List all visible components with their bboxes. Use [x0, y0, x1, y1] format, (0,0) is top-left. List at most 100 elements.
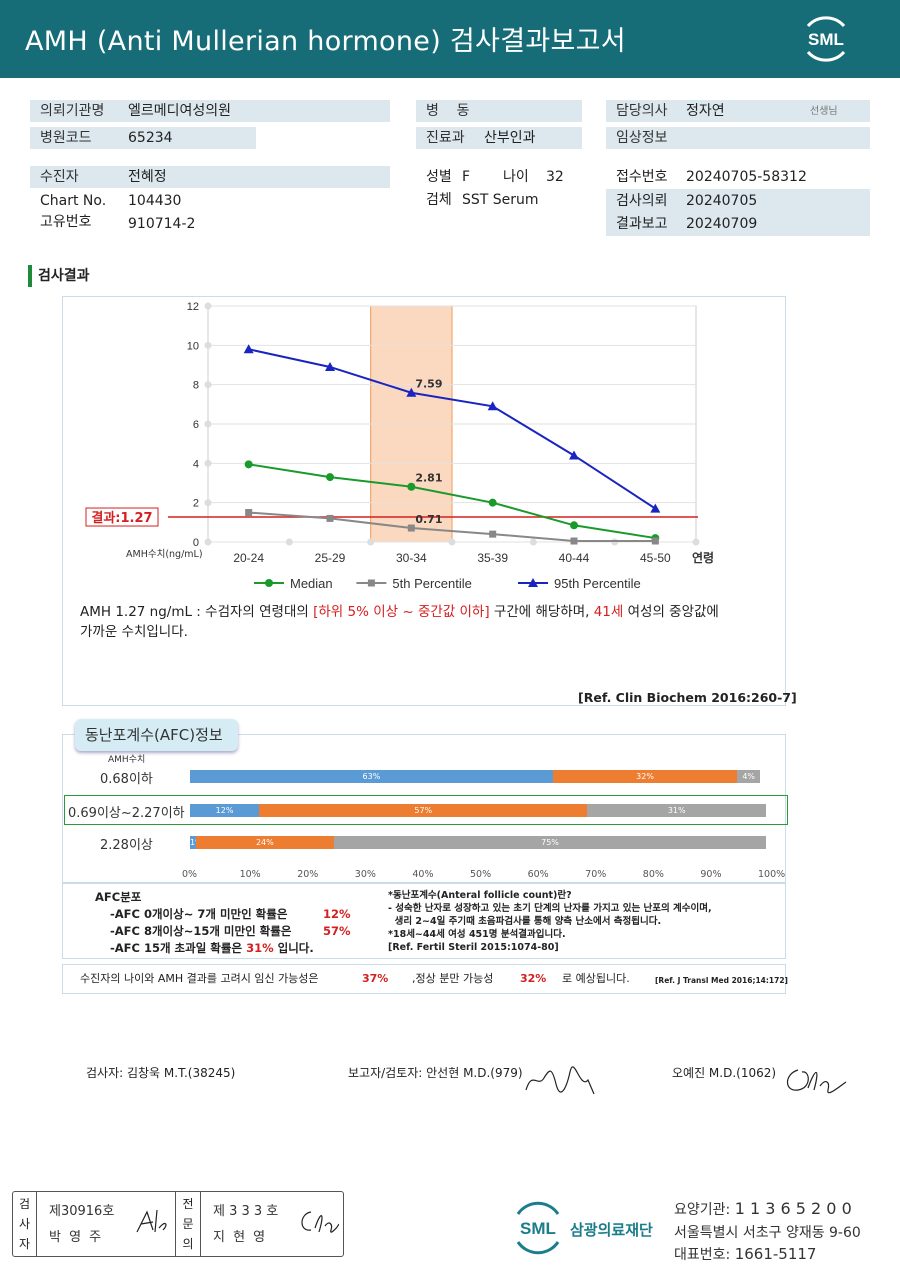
- chart-xtick-label: 40-44: [559, 551, 590, 565]
- doctor-handwritten-signature-icon: [786, 1069, 847, 1094]
- stamp-right-head: 전 문 의: [175, 1192, 201, 1256]
- chart-point-95th-percentile: [243, 344, 254, 354]
- chart-xtick-label: 25-29: [315, 551, 346, 565]
- chart-xtick-label: 35-39: [477, 551, 508, 565]
- doctor-suffix: 선생님: [810, 106, 838, 117]
- ward-row: 병 동: [416, 100, 582, 122]
- chart-xtick-dot: [692, 538, 700, 546]
- chart-point-median: [326, 473, 334, 482]
- report-header: AMH (Anti Mullerian hormone) 검사결과보고서 SML: [0, 0, 900, 78]
- report-title: AMH (Anti Mullerian hormone) 검사결과보고서: [25, 26, 626, 57]
- interpretation-ref: [Ref. Clin Biochem 2016:260-7]: [578, 690, 797, 705]
- request-value: 20240705: [686, 193, 758, 209]
- afc-def-title: *동난포계수(Anteral follicle count)란?: [388, 890, 572, 901]
- doctor-signature: 오예진 M.D.(1062): [672, 1066, 777, 1080]
- interp-part5: 여성의 중앙값에: [623, 604, 719, 620]
- summary-line: 수진자의 나이와 AMH 결과를 고려시 임신 가능성은: [80, 969, 319, 989]
- institution-value: 엘르메디여성의원: [128, 103, 232, 119]
- chart-point-5th-percentile: [245, 509, 253, 516]
- chart-point-5th-percentile: [570, 537, 578, 545]
- afc-dist-3-val: 31%: [246, 941, 274, 955]
- doctor-row: 담당의사: [606, 100, 870, 122]
- stamp-right-head-2: 문: [182, 1217, 194, 1231]
- afc-axis-label: 40%: [412, 869, 434, 880]
- svg-text:SML: SML: [520, 1219, 556, 1238]
- afc-axis-label: 80%: [642, 869, 664, 880]
- id-label: 고유번호: [40, 214, 92, 230]
- afc-dist-2: -AFC 8개이상~15개 미만인 확률은: [110, 922, 291, 940]
- afc-tab-title: 동난포계수(AFC)정보: [75, 719, 238, 751]
- chart-ytick-dot: [204, 381, 212, 389]
- summary-pregnancy-val: 37%: [362, 972, 389, 985]
- chart-ytick-label: 0: [193, 537, 199, 549]
- specimen-value: SST Serum: [462, 192, 539, 208]
- chart-ytick-label: 10: [187, 340, 199, 352]
- patient-label: 수진자: [40, 169, 79, 185]
- afc-dist-1: -AFC 0개이상~ 7개 미만인 확률은: [110, 905, 287, 923]
- afc-dist-panel: [62, 883, 786, 959]
- afc-bar-segment: 75%: [334, 836, 766, 849]
- chart-ytick-dot: [204, 341, 212, 349]
- receipt-value: 20240705-58312: [686, 169, 807, 185]
- chart-data-label: 7.59: [415, 378, 442, 391]
- report-label: 결과보고: [616, 216, 668, 232]
- patient-value: 전혜정: [128, 169, 167, 185]
- footer-phone-value: 1661-5117: [734, 1245, 817, 1263]
- stamp-right-head-3: 의: [182, 1237, 194, 1251]
- patient-row: 수진자: [30, 166, 390, 188]
- afc-row-label: 2.28이상: [100, 838, 153, 853]
- chart-value: 104430: [128, 193, 182, 209]
- chart-series-line-median: [248, 463, 656, 540]
- doctor-value: 정자연: [686, 103, 725, 119]
- afc-bar-segment: 4%: [737, 770, 761, 783]
- afc-axis-label: 20%: [297, 869, 319, 880]
- afc-bar-segment: 31%: [587, 804, 766, 817]
- institution-row: 의뢰기관명: [30, 100, 390, 122]
- chart-ytick-dot: [204, 499, 212, 507]
- stamp-left-name: 박 영 주: [49, 1230, 104, 1245]
- afc-axis-label: 60%: [527, 869, 549, 880]
- chart-series-line-5th-percentile: [248, 511, 656, 543]
- chart-point-5th-percentile: [326, 514, 334, 522]
- section-title: 검사결과: [28, 265, 90, 287]
- reporter-handwritten-signature-icon: [525, 1066, 595, 1095]
- legend-label-median: Median: [290, 576, 333, 591]
- chart-ytick-label: 8: [193, 380, 199, 392]
- chart-ytick-label: 4: [193, 458, 199, 470]
- afc-def-1: - 성숙한 난자로 성장하고 있는 초기 단계의 난자를 가지고 있는 난포의 …: [388, 903, 712, 914]
- footer-code-label: 요양기관:: [674, 1202, 731, 1218]
- chart-xtick-label: 30-34: [396, 551, 427, 565]
- svg-text:SML: SML: [808, 30, 844, 49]
- dept-value: 산부인과: [484, 130, 536, 146]
- afc-row-label: 0.69이상~2.27이하: [68, 806, 185, 821]
- afc-dist-3-label: -AFC 15개 초과일 확률은: [110, 941, 243, 955]
- stamp-left-signature-icon: [136, 1209, 167, 1233]
- stamp-left-no: 제30916호: [49, 1204, 115, 1219]
- request-label: 검사의뢰: [616, 193, 668, 209]
- chart-point-median: [407, 482, 416, 491]
- receipt-label: 접수번호: [616, 169, 668, 185]
- afc-dist-2-val: 57%: [323, 924, 351, 938]
- sex-label: 성별: [426, 169, 452, 185]
- afc-axis-label: 50%: [470, 869, 492, 880]
- footer-code-value: 1 1 3 6 5 2 0 0: [734, 1199, 852, 1218]
- afc-bar-segment: 12%: [190, 804, 260, 817]
- chart-x-axis-label: 연령: [692, 550, 714, 565]
- dept-row: 진료과: [416, 127, 582, 149]
- hospital-code-row: 병원코드: [30, 127, 256, 149]
- clinical-label: 임상정보: [616, 130, 668, 146]
- chart-point-5th-percentile: [407, 524, 415, 532]
- afc-bar-segment: 24%: [195, 836, 334, 849]
- hospital-code-value: 65234: [128, 130, 173, 146]
- afc-highlight-row: [64, 795, 788, 825]
- chart-point-5th-percentile: [489, 530, 497, 538]
- legend-label-95th-percentile: 95th Percentile: [554, 576, 641, 591]
- afc-row-label: 0.68이하: [100, 772, 153, 787]
- chart-point-median: [570, 521, 578, 530]
- chart-point-95th-percentile: [569, 450, 579, 460]
- chart-xtick-dot: [529, 538, 537, 546]
- chart-xtick-label: 45-50: [640, 551, 671, 565]
- amh-line-chart: 0 2 4 6 8 10 12 20-24 25-29 30-34 35-39 40-44 45-50 연…: [85, 301, 714, 591]
- footer-org-name: 삼광의료재단: [570, 1221, 653, 1239]
- chart-result-label: 결과:1.27: [91, 510, 152, 526]
